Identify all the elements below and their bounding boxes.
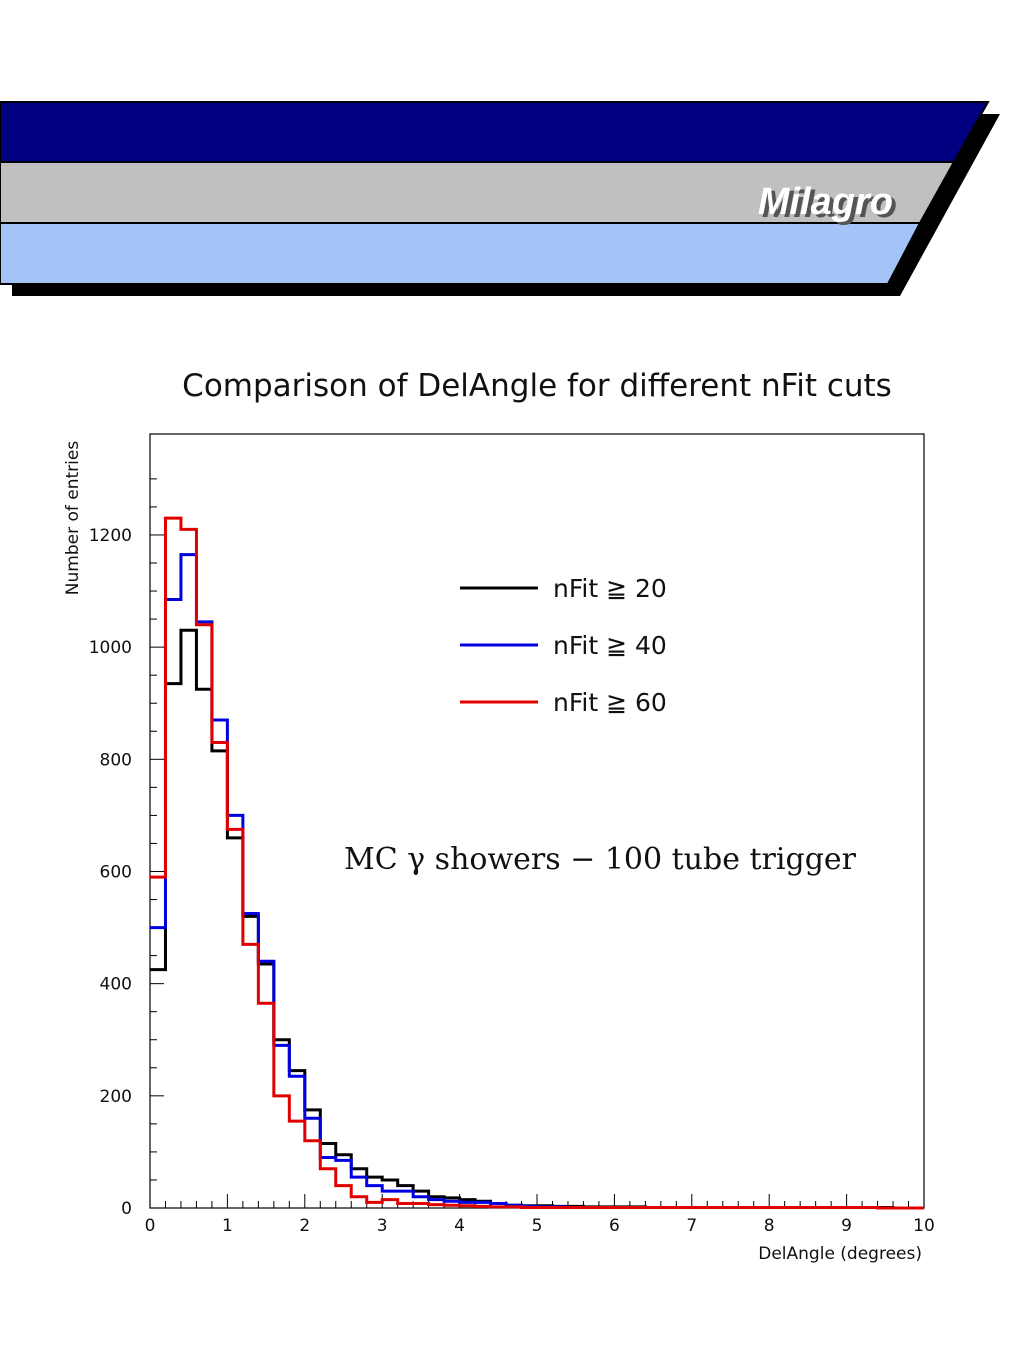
plot-frame [149, 433, 925, 1209]
y-tick-labels: 0 200 400 600 800 1000 1200 [89, 526, 132, 1219]
x-tick-label: 4 [454, 1216, 465, 1236]
banner-bottom-band [0, 222, 922, 285]
legend-label: nFit ≧ 40 [553, 631, 667, 660]
y-tick-label: 200 [100, 1087, 132, 1107]
x-tick-label: 10 [913, 1216, 935, 1236]
legend: nFit ≧ 20 nFit ≧ 40 nFit ≧ 60 [460, 574, 667, 717]
x-tick-label: 9 [841, 1216, 852, 1236]
y-tick-label: 800 [100, 750, 132, 770]
x-tick-label: 3 [377, 1216, 388, 1236]
x-tick-label: 2 [299, 1216, 310, 1236]
x-tick-label: 0 [145, 1216, 156, 1236]
x-axis-title: DelAngle (degrees) [758, 1244, 922, 1264]
x-tick-label: 5 [532, 1216, 543, 1236]
x-tick-labels: 0 1 2 3 4 5 6 7 8 9 10 [145, 1216, 935, 1236]
x-tick-label: 6 [609, 1216, 620, 1236]
legend-label: nFit ≧ 20 [553, 574, 667, 603]
histogram-series-line [150, 628, 924, 1210]
chart-title: Comparison of DelAngle for different nFi… [182, 368, 892, 404]
y-tick-label: 1000 [89, 638, 132, 658]
brand-logo-text: Milagro [758, 181, 893, 223]
milagro-header-banner: Milagro Milagro [0, 101, 1000, 296]
x-tick-label: 8 [764, 1216, 775, 1236]
x-tick-label: 7 [686, 1216, 697, 1236]
histogram-series-line [150, 553, 924, 1210]
x-tick-label: 1 [222, 1216, 233, 1236]
histogram-series [150, 516, 924, 1210]
y-tick-label: 600 [100, 862, 132, 882]
legend-label: nFit ≧ 60 [553, 688, 667, 717]
y-tick-label: 0 [121, 1199, 132, 1219]
brand-shadow: Milagro [762, 184, 897, 226]
y-tick-label: 1200 [89, 526, 132, 546]
y-tick-label: 400 [100, 975, 132, 995]
histogram-series-line [150, 516, 924, 1210]
y-axis-title: Number of entries [63, 441, 83, 596]
chart-annotation: MC γ showers − 100 tube trigger [344, 842, 857, 877]
